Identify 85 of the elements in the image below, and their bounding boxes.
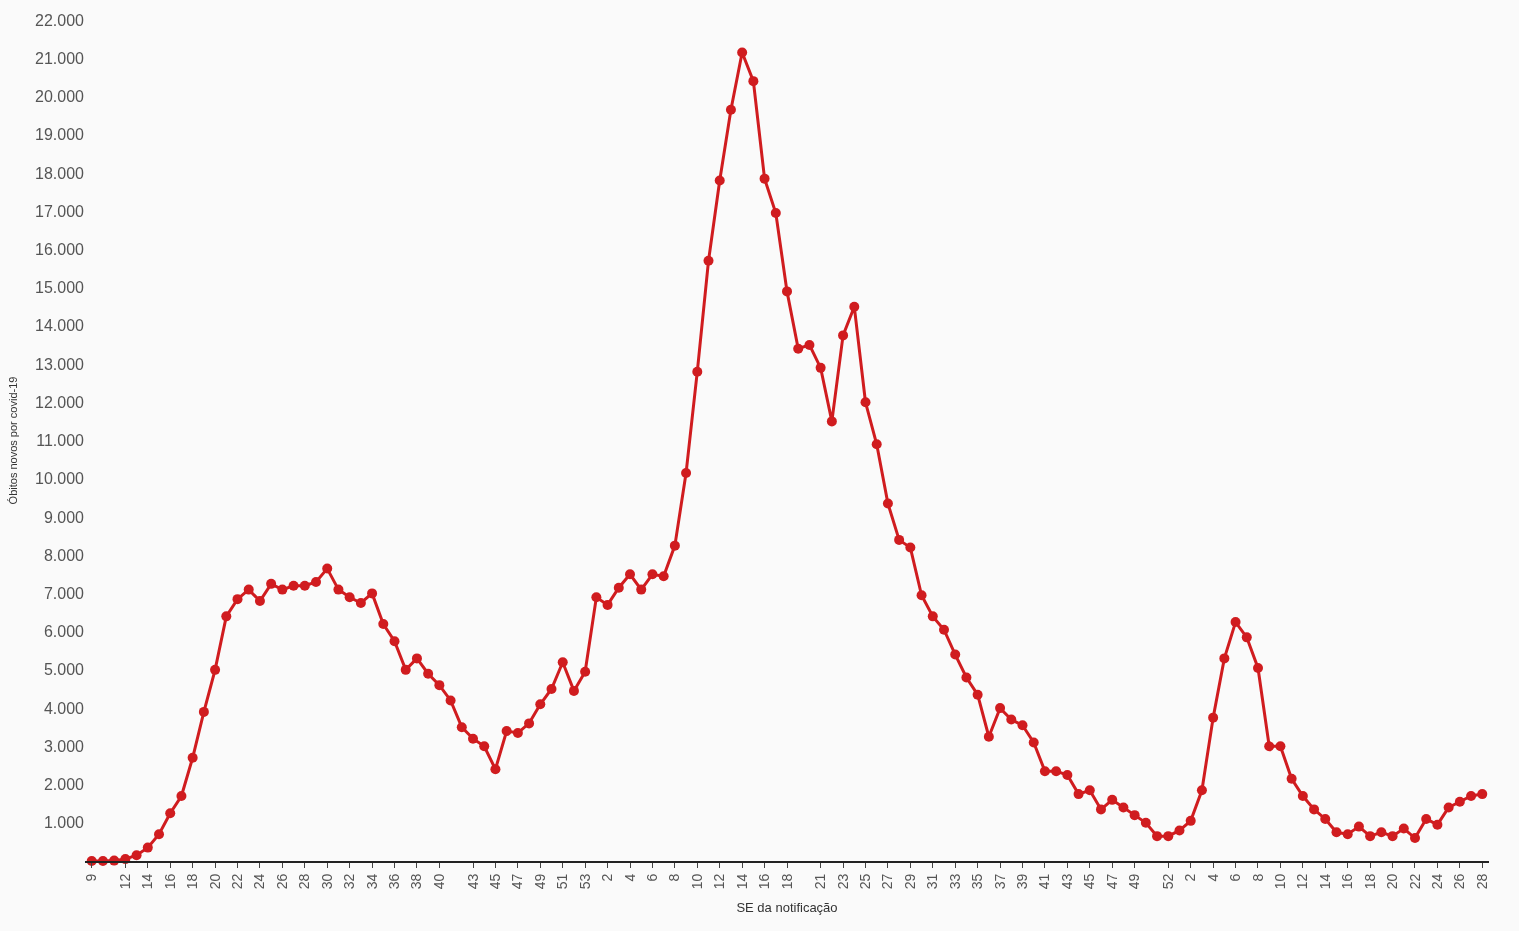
x-tick-label: 10 (688, 873, 705, 890)
y-tick-label: 6.000 (43, 623, 85, 641)
y-tick-label: 12.000 (35, 393, 85, 411)
x-tick-label: 6 (643, 873, 660, 882)
x-tick-label: 22 (229, 873, 246, 890)
x-tick-label: 41 (1036, 873, 1053, 890)
x-tick-label: 2 (599, 873, 616, 882)
x-tick-label: 28 (296, 873, 313, 890)
x-axis-title: SE da notificação (736, 900, 838, 916)
x-tick-label: 47 (509, 873, 526, 890)
x-tick-label: 31 (924, 873, 941, 890)
x-tick-label: 14 (139, 873, 156, 890)
x-tick-label: 39 (1014, 873, 1031, 890)
y-tick-label: 10.000 (35, 470, 85, 488)
y-tick-label: 2.000 (43, 776, 85, 794)
y-tick-label: 17.000 (35, 202, 85, 220)
x-tick-label: 26 (1451, 873, 1468, 890)
y-tick-label: 3.000 (43, 737, 85, 755)
x-tick-label: 36 (386, 873, 403, 890)
x-tick-label: 43 (464, 873, 481, 890)
x-tick-label: 10 (1271, 873, 1288, 890)
x-tick-label: 40 (430, 873, 447, 890)
x-tick-label: 26 (273, 873, 290, 890)
x-tick-label: 12 (1294, 873, 1311, 890)
x-tick-label: 49 (1126, 873, 1143, 890)
x-tick-label: 38 (408, 873, 425, 890)
x-tick-label: 4 (621, 873, 638, 882)
y-tick-label: 8.000 (43, 546, 85, 564)
x-tick-label: 20 (1384, 873, 1401, 890)
x-tick-label: 14 (1316, 873, 1333, 890)
x-tick-label: 45 (486, 873, 503, 890)
x-tick-label: 32 (341, 873, 358, 890)
x-tick-label: 12 (711, 873, 728, 890)
y-axis-title: Óbitos novos por covid-19 (6, 376, 19, 505)
x-tick-label: 33 (946, 873, 963, 890)
x-tick-label: 23 (834, 873, 851, 890)
x-tick-label: 30 (318, 873, 335, 890)
x-tick-label: 16 (161, 873, 178, 890)
x-tick-label: 29 (901, 873, 918, 890)
x-tick-label: 49 (531, 873, 548, 890)
x-tick-label: 4 (1204, 873, 1221, 882)
x-tick-label: 24 (1428, 873, 1445, 890)
x-tick-label: 6 (1227, 873, 1244, 882)
x-tick-label: 12 (116, 873, 133, 890)
y-tick-label: 19.000 (35, 126, 85, 144)
x-tick-label: 22 (1406, 873, 1423, 890)
y-tick-label: 7.000 (43, 585, 85, 603)
x-tick-label: 9 (83, 873, 100, 882)
x-tick-label: 24 (251, 873, 268, 890)
x-tick-label: 51 (554, 873, 571, 890)
x-tick-label: 53 (576, 873, 593, 890)
x-tick-label: 34 (363, 873, 380, 890)
x-tick-label: 8 (666, 873, 683, 882)
x-tick-label: 35 (969, 873, 986, 890)
x-tick-label: 52 (1159, 873, 1176, 890)
y-tick-label: 16.000 (35, 240, 85, 258)
x-tick-label: 28 (1473, 873, 1490, 890)
x-tick-label: 18 (1361, 873, 1378, 890)
x-tick-label: 2 (1182, 873, 1199, 882)
x-tick-label: 27 (879, 873, 896, 890)
y-tick-label: 21.000 (35, 49, 85, 67)
x-tick-label: 16 (756, 873, 773, 890)
x-tick-label: 16 (1339, 873, 1356, 890)
y-tick-label: 18.000 (35, 164, 85, 182)
y-tick-label: 5.000 (43, 661, 85, 679)
y-tick-label: 9.000 (43, 508, 85, 526)
x-tick-label: 25 (857, 873, 874, 890)
x-tick-label: 18 (778, 873, 795, 890)
y-tick-label: 11.000 (36, 432, 85, 450)
y-tick-label: 4.000 (43, 699, 85, 717)
x-tick-label: 43 (1058, 873, 1075, 890)
x-tick-label: 18 (184, 873, 201, 890)
y-tick-label: 1.000 (43, 814, 85, 832)
x-tick-label: 21 (812, 873, 829, 890)
y-tick-label: 22.000 (35, 11, 85, 29)
x-tick-label: 45 (1081, 873, 1098, 890)
x-tick-label: 47 (1103, 873, 1120, 890)
y-tick-label: 14.000 (35, 317, 85, 335)
x-tick-label: 20 (206, 873, 223, 890)
x-tick-label: 14 (733, 873, 750, 890)
x-tick-label: 8 (1249, 873, 1266, 882)
y-tick-label: 20.000 (35, 88, 85, 106)
x-tick-label: 37 (991, 873, 1008, 890)
y-tick-label: 15.000 (35, 279, 85, 297)
y-tick-label: 13.000 (35, 355, 85, 373)
